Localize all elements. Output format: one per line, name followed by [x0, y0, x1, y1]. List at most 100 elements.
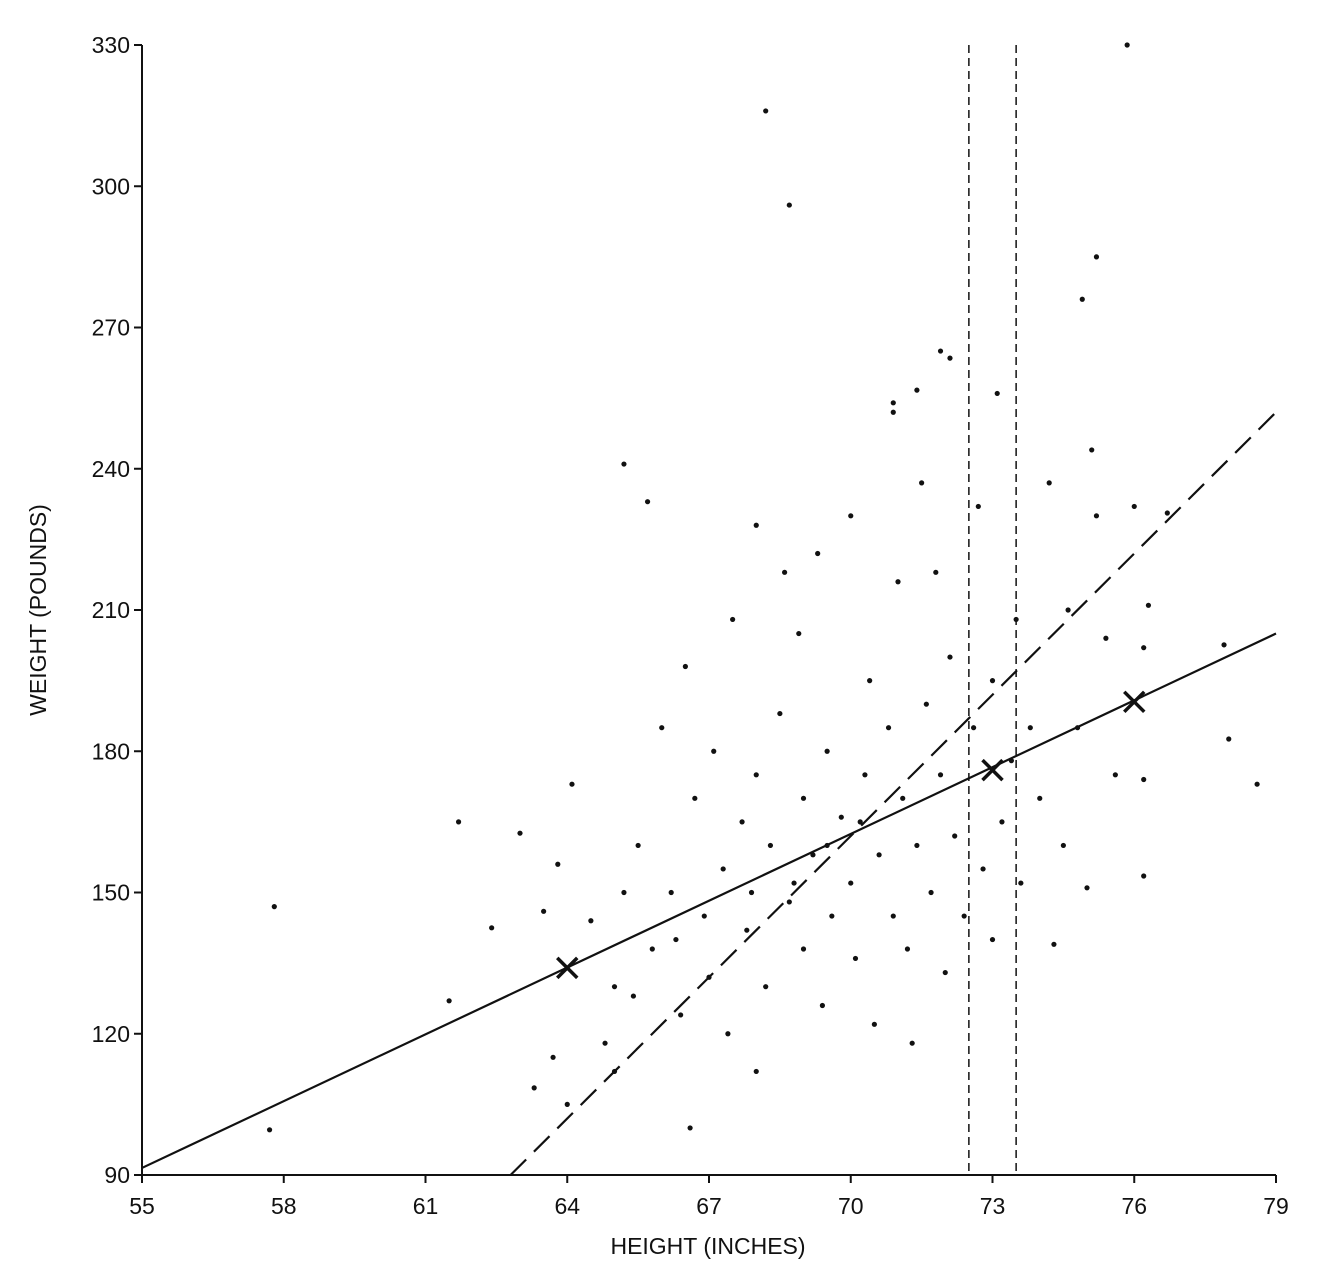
- point: [753, 1068, 759, 1075]
- point: [489, 925, 495, 931]
- point: [852, 955, 859, 962]
- point: [810, 852, 816, 858]
- regression-line: [141, 632, 1277, 1169]
- point: [531, 1085, 537, 1091]
- point: [1141, 776, 1147, 783]
- point: [867, 678, 873, 684]
- point: [644, 499, 651, 505]
- point: [971, 725, 977, 731]
- point: [1051, 941, 1057, 947]
- point: [904, 946, 911, 952]
- x-tick-label: 76: [1121, 1193, 1147, 1219]
- point: [678, 1012, 684, 1018]
- point: [1089, 447, 1095, 453]
- point: [937, 772, 944, 778]
- point: [890, 400, 896, 406]
- point: [763, 108, 769, 114]
- point: [588, 918, 594, 924]
- point: [800, 795, 807, 801]
- point: [777, 710, 783, 717]
- point: [1008, 758, 1015, 764]
- y-tick-label: 270: [92, 315, 130, 341]
- point: [1037, 795, 1043, 801]
- point: [895, 579, 901, 585]
- point: [753, 772, 759, 778]
- point: [885, 725, 892, 731]
- point: [914, 842, 920, 849]
- regression-line: [509, 411, 1277, 1176]
- point: [1093, 254, 1100, 260]
- point: [621, 461, 627, 467]
- point: [862, 772, 868, 778]
- x-tick-label: 70: [838, 1193, 864, 1219]
- point: [1221, 642, 1227, 648]
- point: [706, 974, 712, 980]
- point: [796, 630, 802, 637]
- y-tick-label: 240: [92, 456, 130, 482]
- point: [753, 522, 759, 528]
- point: [919, 480, 925, 486]
- point: [829, 913, 835, 919]
- point: [739, 819, 745, 825]
- point: [937, 348, 944, 354]
- point: [555, 861, 561, 867]
- y-tick-label: 210: [92, 597, 130, 623]
- point: [550, 1054, 556, 1060]
- point: [635, 842, 641, 849]
- point: [725, 1031, 731, 1037]
- y-axis-label: WEIGHT (POUNDS): [25, 504, 51, 716]
- point: [1079, 296, 1085, 302]
- point: [1254, 781, 1260, 787]
- point: [800, 946, 807, 952]
- point: [857, 819, 863, 825]
- x-marker: [981, 758, 1004, 782]
- point: [1103, 635, 1109, 641]
- point: [1060, 842, 1066, 849]
- point: [649, 946, 655, 952]
- point: [989, 678, 996, 684]
- point: [900, 795, 906, 801]
- point: [659, 725, 665, 731]
- point: [923, 701, 929, 707]
- point: [1124, 42, 1130, 48]
- x-marker: [1123, 690, 1146, 714]
- point: [989, 936, 996, 943]
- point: [942, 969, 948, 976]
- point: [890, 913, 896, 919]
- point: [1065, 607, 1071, 613]
- point: [682, 663, 688, 670]
- y-tick-label: 120: [92, 1021, 130, 1047]
- point: [890, 409, 896, 415]
- point: [541, 908, 547, 914]
- point: [271, 904, 277, 910]
- point: [786, 202, 792, 208]
- y-tick-label: 300: [92, 173, 130, 199]
- point: [824, 842, 830, 849]
- point: [1084, 885, 1090, 891]
- point: [1112, 772, 1118, 778]
- point: [947, 355, 953, 361]
- point: [569, 781, 575, 787]
- point: [876, 852, 882, 858]
- point: [744, 927, 750, 933]
- x-tick-label: 64: [554, 1193, 580, 1219]
- point: [692, 795, 698, 801]
- y-tick-label: 90: [104, 1162, 130, 1188]
- point: [446, 998, 452, 1004]
- point: [961, 913, 967, 919]
- x-tick-label: 79: [1263, 1193, 1289, 1219]
- x-tick-label: 67: [696, 1193, 722, 1219]
- point: [630, 993, 637, 999]
- point: [673, 936, 679, 943]
- point: [914, 387, 920, 393]
- point: [1141, 873, 1147, 879]
- point: [611, 1068, 618, 1075]
- point: [786, 899, 792, 905]
- x-tick-label: 73: [980, 1193, 1006, 1219]
- point: [1164, 510, 1170, 516]
- point: [1027, 725, 1033, 731]
- point: [455, 819, 462, 825]
- point: [947, 654, 953, 660]
- point: [517, 830, 523, 836]
